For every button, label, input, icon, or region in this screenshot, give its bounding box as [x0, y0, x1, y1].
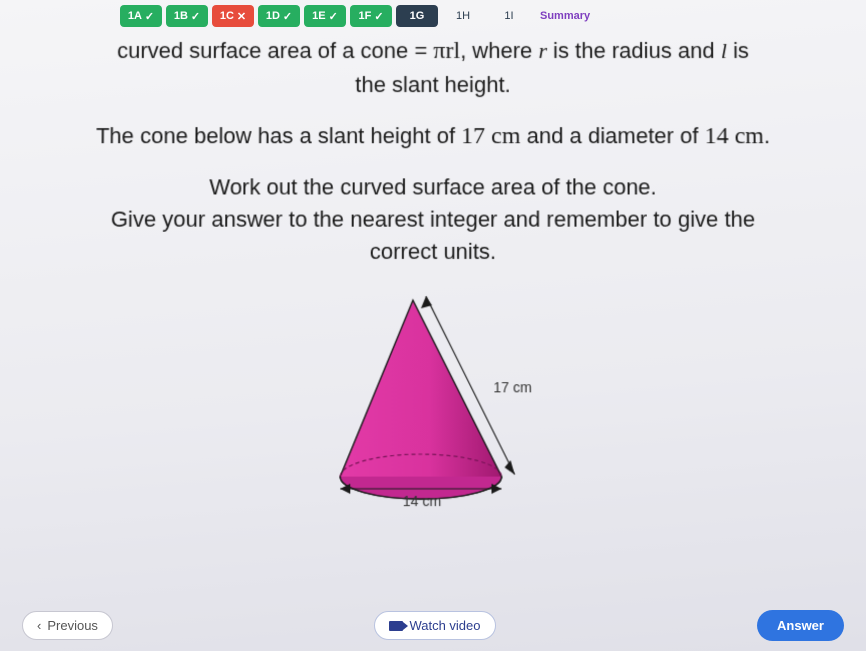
tab-label: 1I — [504, 10, 513, 22]
text: , where — [460, 38, 538, 63]
answer-button[interactable]: Answer — [757, 610, 844, 641]
formula-line: curved surface area of a cone = πrl, whe… — [28, 34, 839, 69]
value: 14 cm — [704, 123, 764, 149]
tab-1f[interactable]: 1F✓ — [350, 5, 392, 27]
button-label: Previous — [47, 618, 98, 633]
cone-svg — [302, 286, 564, 519]
tab-1b[interactable]: 1B✓ — [166, 5, 208, 27]
text: is the radius and — [547, 38, 721, 63]
tab-label: 1B — [174, 10, 188, 22]
tab-label: 1A — [128, 10, 142, 22]
instruction: Give your answer to the nearest integer … — [26, 204, 839, 236]
tab-label: 1D — [266, 10, 280, 22]
tab-label: 1G — [410, 10, 425, 22]
progress-tabs: 1A✓ 1B✓ 1C✕ 1D✓ 1E✓ 1F✓ 1G 1H 1I Summary — [0, 0, 866, 28]
tab-1c[interactable]: 1C✕ — [212, 5, 254, 27]
diameter-label: 14 cm — [403, 491, 441, 512]
question-body: curved surface area of a cone = πrl, whe… — [0, 28, 866, 519]
button-label: Watch video — [409, 618, 480, 633]
tab-label: 1E — [312, 10, 325, 22]
tab-summary[interactable]: Summary — [534, 5, 596, 27]
check-icon: ✓ — [283, 10, 292, 23]
text: the slant height. — [27, 69, 838, 101]
check-icon: ✓ — [145, 10, 154, 23]
previous-button[interactable]: ‹ Previous — [22, 611, 113, 640]
var-r: r — [538, 38, 547, 63]
tab-1g[interactable]: 1G — [396, 5, 438, 27]
tab-label: 1C — [220, 10, 234, 22]
tab-label: Summary — [540, 10, 590, 22]
text: is — [727, 38, 749, 63]
text: . — [764, 123, 770, 148]
bottom-bar: ‹ Previous Watch video Answer — [0, 610, 866, 641]
tab-label: 1F — [358, 10, 371, 22]
watch-video-button[interactable]: Watch video — [374, 611, 495, 640]
check-icon: ✓ — [374, 10, 383, 23]
tab-1a[interactable]: 1A✓ — [120, 5, 162, 27]
check-icon: ✓ — [191, 10, 200, 23]
text: The cone below has a slant height of — [96, 123, 461, 148]
chevron-left-icon: ‹ — [37, 618, 41, 633]
slant-label: 17 cm — [493, 377, 531, 398]
tab-1d[interactable]: 1D✓ — [258, 5, 300, 27]
cross-icon: ✕ — [237, 10, 246, 23]
given-line: The cone below has a slant height of 17 … — [27, 119, 839, 154]
button-label: Answer — [777, 618, 824, 633]
cone-diagram: 17 cm 14 cm — [302, 286, 564, 519]
tab-1h[interactable]: 1H — [442, 5, 484, 27]
check-icon: ✓ — [329, 10, 338, 23]
instruction: correct units. — [26, 236, 840, 268]
text: and a diameter of — [521, 123, 705, 148]
formula: πrl — [433, 38, 460, 64]
tab-label: 1H — [456, 10, 470, 22]
instruction: Work out the curved surface area of the … — [27, 172, 840, 204]
tab-1i[interactable]: 1I — [488, 5, 530, 27]
video-icon — [389, 621, 403, 631]
text: curved surface area of a cone = — [117, 38, 433, 63]
value: 17 cm — [461, 123, 520, 149]
tab-1e[interactable]: 1E ✓ — [304, 5, 346, 27]
